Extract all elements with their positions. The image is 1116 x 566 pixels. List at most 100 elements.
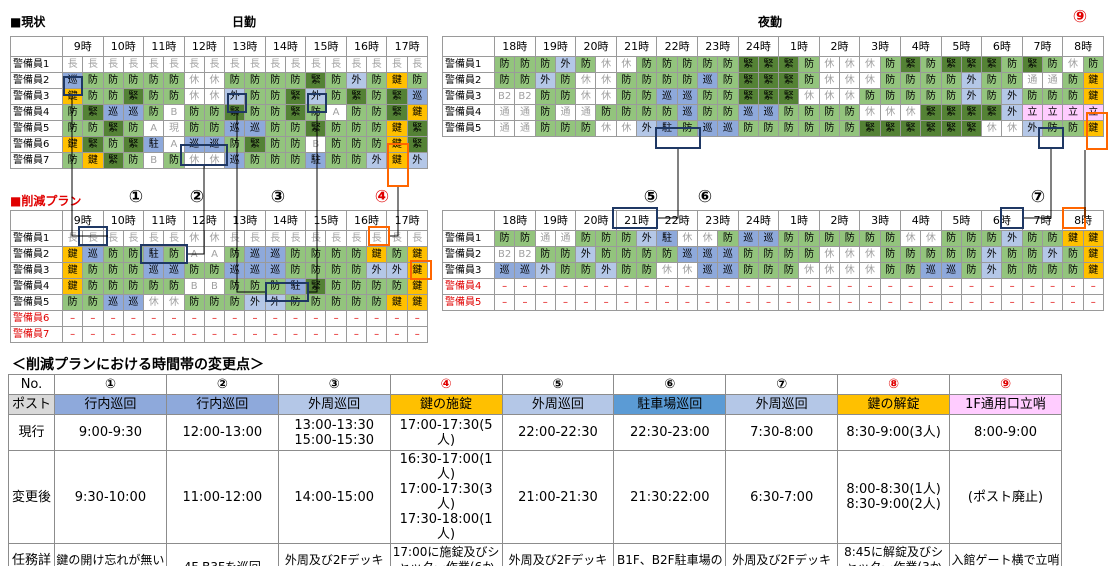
shift-cell: 防: [325, 120, 347, 137]
shift-cell: 休: [595, 88, 617, 105]
shift-cell: 防: [183, 104, 205, 121]
marker-5: ⑤: [643, 187, 659, 207]
shift-cell: 緊: [305, 72, 327, 89]
shift-cell: 長: [224, 56, 246, 73]
shift-cell: 防: [1042, 262, 1064, 279]
summary-cur-cell: 7:30-8:00: [725, 414, 839, 451]
shift-cell: 長: [183, 56, 205, 73]
shift-cell: –: [899, 294, 922, 311]
summary-after-cell: (ポスト廃止): [949, 450, 1062, 544]
shift-cell: 長: [365, 56, 388, 73]
hour-header: 22時: [656, 36, 698, 57]
shift-cell: A: [163, 136, 185, 153]
shift-cell: 鍵: [1082, 120, 1105, 137]
shift-cell: 防: [940, 88, 962, 105]
hour-header: 10時: [102, 210, 145, 231]
shift-cell: 鍵: [386, 120, 408, 137]
hour-header: 23時: [696, 210, 739, 231]
shift-cell: 休: [163, 294, 185, 311]
shift-cell: 防: [615, 104, 638, 121]
shift-cell: 巡: [920, 262, 942, 279]
shift-cell: 鍵: [1082, 72, 1105, 89]
shift-cell: 防: [717, 104, 739, 121]
shift-cell: 防: [493, 72, 516, 89]
shift-cell: 防: [224, 278, 246, 295]
shift-cell: 防: [82, 294, 104, 311]
shift-cell: 防: [163, 152, 185, 169]
shift-cell: 立: [1082, 104, 1105, 121]
shift-cell: 防: [514, 230, 536, 247]
shift-cell: 長: [386, 230, 408, 247]
summary-detail-cell: B1F、B2F駐車場の巡回: [613, 543, 727, 566]
shift-cell: –: [960, 278, 983, 295]
marker-2: ②: [189, 187, 205, 207]
shift-cell: –: [737, 294, 759, 311]
shift-cell: 外: [406, 152, 429, 169]
shift-cell: –: [818, 294, 841, 311]
shift-cell: –: [920, 278, 942, 295]
shift-cell: –: [493, 278, 516, 295]
shift-cell: 休: [183, 72, 205, 89]
shift-cell: 通: [554, 104, 577, 121]
shift-cell: 巡: [163, 262, 185, 279]
shift-cell: 防: [386, 246, 408, 263]
shift-cell: 防: [615, 230, 638, 247]
shift-cell: 防: [244, 88, 266, 105]
shift-cell: 鍵: [61, 246, 84, 263]
shift-cell: 休: [839, 246, 861, 263]
shift-cell: 緊: [406, 136, 429, 153]
summary-post-cell: 鍵の施錠: [389, 394, 503, 415]
shift-cell: 外: [981, 246, 1003, 263]
shift-cell: 休: [879, 104, 901, 121]
summary-title: ＜削減プランにおける時間帯の変更点＞: [12, 357, 264, 373]
shift-cell: –: [183, 310, 205, 327]
hour-header: 4時: [899, 210, 942, 231]
shift-cell: 防: [325, 262, 347, 279]
shift-cell: 休: [595, 72, 617, 89]
shift-cell: –: [534, 294, 556, 311]
shift-cell: 防: [406, 72, 429, 89]
shift-cell: 巡: [122, 104, 145, 121]
shift-cell: 防: [798, 120, 820, 137]
shift-cell: 防: [1001, 262, 1023, 279]
summary-post-cell: 外周巡回: [277, 394, 391, 415]
shift-cell: –: [839, 294, 861, 311]
shift-cell: 緊: [778, 88, 800, 105]
shift-cell: 防: [1082, 56, 1105, 73]
summary-post-cell: 外周巡回: [501, 394, 615, 415]
shift-cell: 防: [203, 262, 226, 279]
shift-cell: 防: [981, 72, 1003, 89]
shift-cell: –: [163, 326, 185, 343]
shift-cell: 防: [636, 56, 658, 73]
shift-cell: –: [61, 310, 84, 327]
shift-cell: 防: [940, 72, 962, 89]
hour-header: 20時: [575, 36, 617, 57]
shift-cell: 緊: [224, 104, 246, 121]
shift-cell: 防: [981, 88, 1003, 105]
summary-after-cell: 6:30-7:00: [725, 450, 839, 544]
hour-header: 14時: [264, 210, 307, 231]
shift-cell: B: [143, 152, 165, 169]
shift-cell: –: [615, 294, 638, 311]
summary-no-cell: ⑧: [837, 374, 950, 395]
shift-cell: 外: [1021, 120, 1044, 137]
shift-cell: 防: [1042, 120, 1064, 137]
shift-cell: 緊: [778, 56, 800, 73]
shift-cell: –: [102, 310, 124, 327]
shift-cell: 防: [818, 230, 841, 247]
shift-cell: 緊: [82, 136, 104, 153]
hour-header: 17時: [386, 210, 428, 231]
shift-cell: 防: [102, 278, 124, 295]
shift-cell: 防: [859, 88, 881, 105]
shift-cell: –: [305, 326, 327, 343]
shift-cell: 巡: [122, 294, 145, 311]
shift-cell: 長: [143, 230, 165, 247]
shift-cell: 緊: [981, 104, 1003, 121]
shift-cell: 防: [839, 230, 861, 247]
shift-cell: 防: [203, 294, 226, 311]
shift-cell: 防: [264, 72, 286, 89]
shift-cell: 防: [82, 262, 104, 279]
guard-label: 警備員4: [10, 104, 63, 121]
shift-cell: 休: [798, 262, 820, 279]
summary-after-cell: 8:00-8:30(1人) 8:30-9:00(2人): [837, 450, 950, 544]
